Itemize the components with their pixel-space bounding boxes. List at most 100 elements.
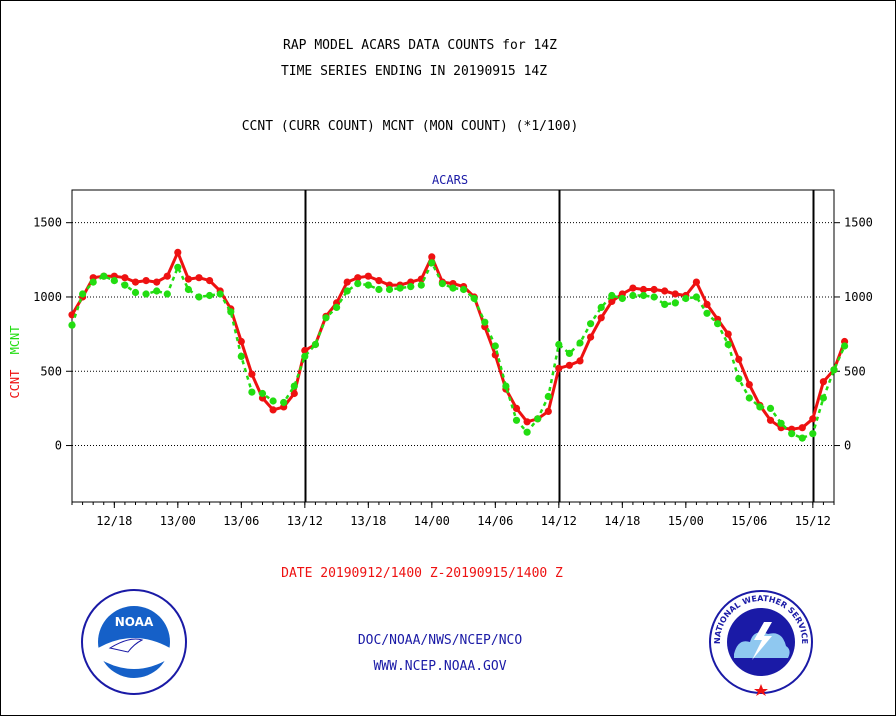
svg-text:CCNT MCNT: CCNT MCNT (8, 325, 22, 398)
y-tick-label-right-1000: 1000 (844, 290, 873, 304)
point-ccnt-45 (544, 407, 552, 415)
point-mcnt-3 (100, 272, 108, 280)
point-mcnt-65 (756, 403, 764, 411)
point-mcnt-72 (830, 366, 838, 374)
point-mcnt-11 (184, 285, 192, 294)
point-ccnt-62 (724, 330, 732, 338)
point-ccnt-28 (364, 272, 372, 280)
point-mcnt-67 (777, 419, 785, 427)
point-ccnt-8 (153, 278, 161, 286)
y-axis-label: CCNT MCNT (8, 325, 22, 398)
point-mcnt-49 (587, 320, 595, 328)
point-mcnt-44 (534, 415, 542, 423)
y-tick-label-left-0: 0 (55, 439, 62, 453)
point-ccnt-48 (576, 357, 584, 365)
point-mcnt-46 (555, 340, 563, 349)
point-ccnt-19 (269, 406, 277, 414)
point-mcnt-69 (798, 434, 806, 442)
point-mcnt-19 (269, 397, 277, 405)
point-mcnt-47 (565, 349, 574, 357)
noaa-logo-text: NOAA (115, 615, 154, 629)
point-ccnt-50 (597, 314, 605, 322)
y-label-ccnt: CCNT (8, 370, 22, 399)
point-ccnt-34 (428, 253, 436, 261)
point-mcnt-24 (322, 314, 330, 322)
point-mcnt-35 (438, 280, 446, 288)
point-mcnt-1 (79, 290, 87, 298)
point-mcnt-15 (227, 308, 235, 316)
date-range: DATE 20190912/1400 Z-20190915/1400 Z (281, 566, 563, 581)
point-mcnt-53 (629, 291, 637, 300)
plot-border (71, 189, 835, 503)
point-ccnt-54 (639, 285, 648, 294)
point-mcnt-51 (608, 291, 616, 300)
point-ccnt-46 (555, 364, 563, 372)
point-ccnt-12 (195, 274, 203, 282)
y-tick-label-left-500: 500 (40, 364, 62, 378)
point-mcnt-70 (809, 430, 817, 438)
point-ccnt-10 (174, 248, 182, 256)
point-ccnt-51 (608, 297, 616, 305)
axis-layer: 0 0 500 500 1000 1000 1500 1500 12/18 13/00 13/06 1… (33, 189, 873, 528)
point-mcnt-39 (481, 318, 489, 326)
point-mcnt-60 (703, 309, 711, 317)
point-ccnt-56 (661, 287, 669, 295)
point-mcnt-73 (841, 342, 849, 350)
point-ccnt-55 (650, 285, 658, 294)
point-mcnt-23 (311, 340, 319, 349)
point-ccnt-16 (237, 337, 245, 346)
url-link[interactable]: WWW.NCEP.NOAA.GOV (373, 659, 507, 674)
point-mcnt-20 (280, 398, 288, 407)
point-mcnt-71 (819, 394, 828, 402)
x-tick-label-3: 13/12 (287, 514, 323, 528)
point-mcnt-30 (385, 285, 394, 294)
point-mcnt-40 (491, 342, 499, 350)
x-tick-label-8: 14/18 (604, 514, 640, 528)
point-mcnt-6 (131, 288, 140, 297)
point-mcnt-14 (216, 290, 224, 298)
point-mcnt-21 (290, 382, 298, 390)
x-tick-label-11: 15/12 (795, 514, 831, 528)
point-ccnt-57 (671, 290, 679, 298)
y-tick-label-right-500: 500 (844, 364, 866, 378)
point-mcnt-26 (343, 287, 351, 295)
point-ccnt-7 (142, 277, 150, 285)
x-tick-label-6: 14/06 (477, 514, 513, 528)
point-mcnt-66 (766, 404, 775, 412)
point-ccnt-29 (375, 277, 383, 285)
point-mcnt-5 (121, 281, 129, 289)
point-mcnt-16 (237, 352, 245, 360)
point-mcnt-37 (460, 285, 468, 294)
point-mcnt-25 (333, 303, 341, 311)
point-mcnt-7 (142, 290, 150, 298)
grid-layer (72, 190, 834, 502)
point-ccnt-13 (206, 277, 214, 285)
y-tick-label-left-1500: 1500 (33, 216, 62, 230)
point-ccnt-21 (290, 389, 298, 398)
point-mcnt-42 (512, 416, 521, 424)
x-tick-label-1: 13/00 (160, 514, 196, 528)
point-mcnt-27 (354, 280, 362, 288)
point-mcnt-48 (576, 339, 584, 347)
point-ccnt-63 (735, 355, 743, 363)
y-tick-label-right-1500: 1500 (844, 216, 873, 230)
point-ccnt-43 (523, 418, 531, 426)
point-ccnt-26 (343, 278, 351, 286)
point-mcnt-57 (671, 299, 679, 307)
point-ccnt-9 (163, 272, 171, 280)
point-mcnt-54 (639, 291, 648, 300)
point-mcnt-18 (258, 389, 267, 398)
point-mcnt-59 (692, 293, 701, 301)
point-mcnt-58 (682, 294, 690, 303)
point-ccnt-69 (798, 424, 806, 432)
point-mcnt-43 (523, 428, 531, 436)
org-label: DOC/NOAA/NWS/NCEP/NCO (357, 633, 523, 648)
point-mcnt-45 (544, 392, 552, 401)
x-tick-label-10: 15/06 (731, 514, 767, 528)
y-tick-label-right-0: 0 (844, 439, 851, 453)
header-line-3: CCNT (CURR COUNT) MCNT (MON COUNT) (*1/1… (241, 119, 579, 134)
series-layer (68, 248, 849, 442)
point-mcnt-55 (650, 293, 658, 301)
point-ccnt-71 (819, 378, 828, 386)
x-tick-label-2: 13/06 (223, 514, 259, 528)
